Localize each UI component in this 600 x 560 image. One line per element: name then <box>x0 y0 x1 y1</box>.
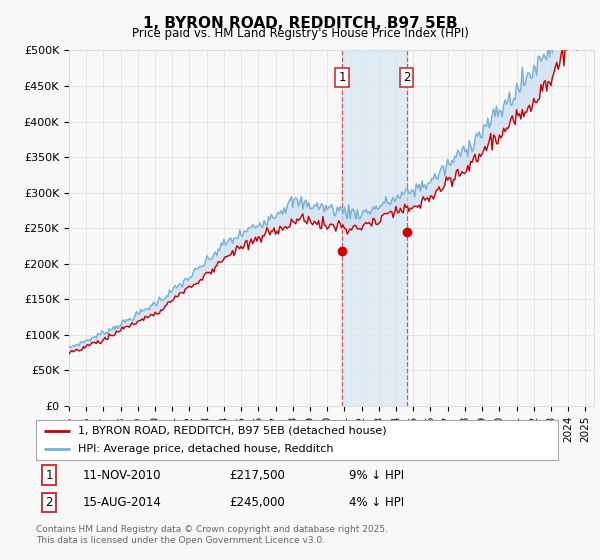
Text: HPI: Average price, detached house, Redditch: HPI: Average price, detached house, Redd… <box>78 445 333 454</box>
Text: 1, BYRON ROAD, REDDITCH, B97 5EB: 1, BYRON ROAD, REDDITCH, B97 5EB <box>143 16 457 31</box>
Text: 15-AUG-2014: 15-AUG-2014 <box>83 496 162 509</box>
Text: 11-NOV-2010: 11-NOV-2010 <box>83 469 161 482</box>
Text: Price paid vs. HM Land Registry's House Price Index (HPI): Price paid vs. HM Land Registry's House … <box>131 27 469 40</box>
Text: Contains HM Land Registry data © Crown copyright and database right 2025.
This d: Contains HM Land Registry data © Crown c… <box>36 525 388 545</box>
Text: 2: 2 <box>403 71 410 84</box>
Bar <box>342 50 407 406</box>
Text: 9% ↓ HPI: 9% ↓ HPI <box>349 469 404 482</box>
Text: 1: 1 <box>46 469 53 482</box>
Text: 1, BYRON ROAD, REDDITCH, B97 5EB (detached house): 1, BYRON ROAD, REDDITCH, B97 5EB (detach… <box>78 426 386 436</box>
Text: £217,500: £217,500 <box>229 469 285 482</box>
Text: 4% ↓ HPI: 4% ↓ HPI <box>349 496 404 509</box>
Text: £245,000: £245,000 <box>229 496 285 509</box>
Text: 1: 1 <box>338 71 346 84</box>
Text: 2: 2 <box>46 496 53 509</box>
